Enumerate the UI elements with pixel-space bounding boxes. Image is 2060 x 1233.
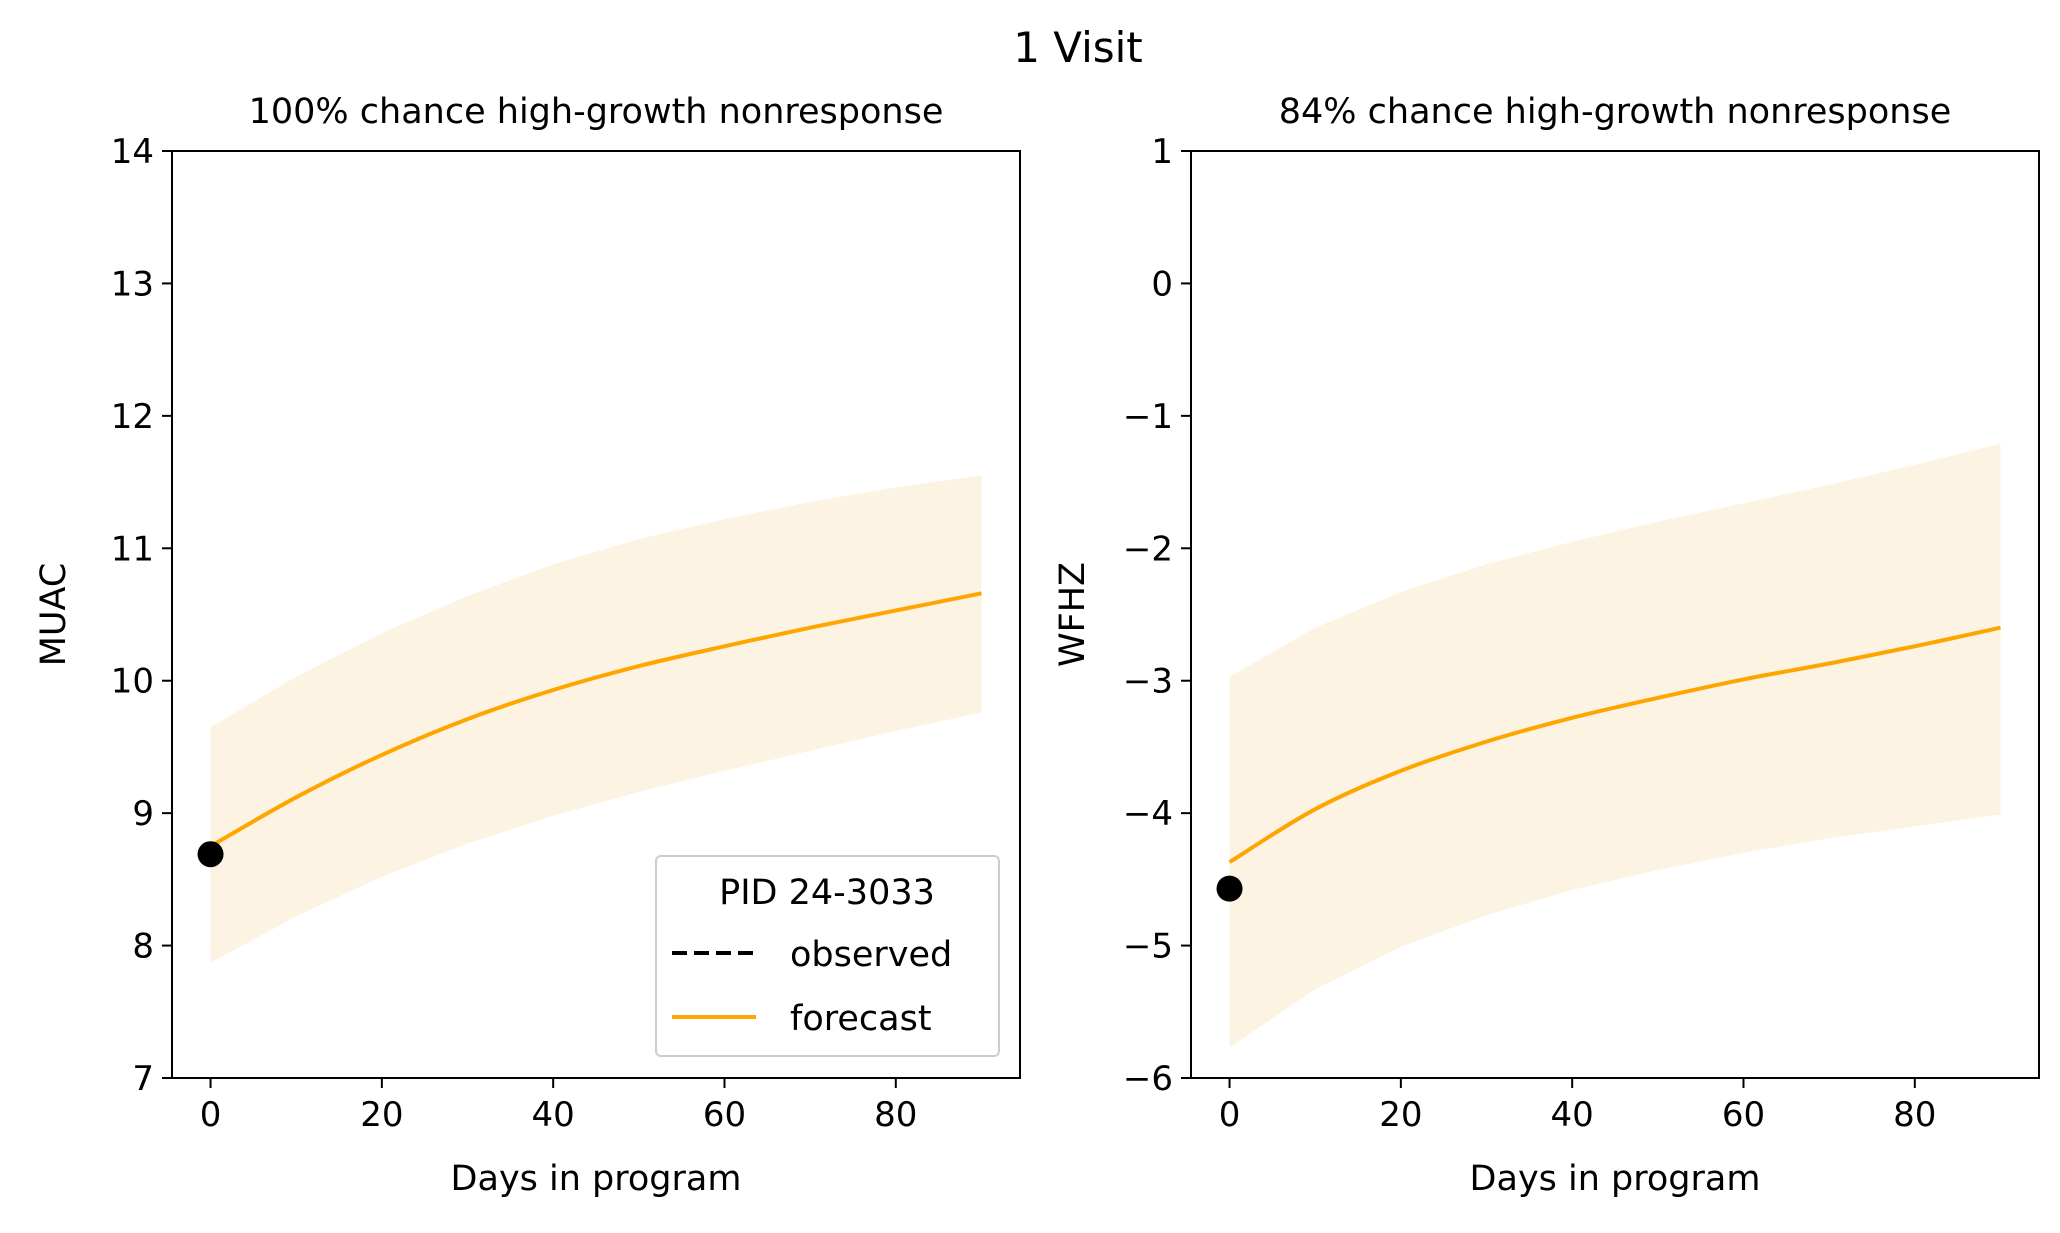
x-tick-label: 20 (360, 1095, 403, 1135)
y-tick-label: 13 (111, 264, 154, 304)
observed-point (1216, 875, 1243, 902)
x-tick-label: 60 (1722, 1095, 1765, 1135)
y-tick-label: −2 (1123, 529, 1173, 569)
x-tick-label: 80 (1893, 1095, 1936, 1135)
figure-title: 1 Visit (1013, 23, 1143, 72)
y-tick-label: −3 (1123, 662, 1173, 702)
y-axis-label: WFHZ (1053, 562, 1093, 667)
y-tick-label: 9 (132, 794, 154, 834)
x-tick-label: 40 (1551, 1095, 1594, 1135)
legend-observed-label: observed (790, 935, 952, 975)
y-tick-label: 1 (1151, 132, 1173, 172)
x-tick-label: 0 (200, 1095, 222, 1135)
y-tick-label: −5 (1123, 927, 1173, 967)
panel-title: 84% chance high-growth nonresponse (1279, 92, 1951, 132)
axes-frame (171, 150, 1021, 1079)
uncertainty-band (1229, 443, 2001, 1048)
wfhz-panel: 0 20 40 60 80 −6 −5 −4 −3 −2 −1 0 1 84% chance high-g… (1053, 92, 2040, 1199)
y-tick-label: 0 (1151, 264, 1173, 304)
x-tick-label: 80 (874, 1095, 917, 1135)
y-tick-label: 10 (111, 662, 154, 702)
y-tick-label: −6 (1123, 1059, 1173, 1099)
muac-panel: 0 20 40 60 80 7 8 9 10 11 12 13 14 100% chance high-g… (34, 92, 1021, 1199)
legend-frame (655, 855, 1000, 1057)
axes-frame (1190, 150, 2040, 1079)
x-tick-label: 60 (703, 1095, 746, 1135)
forecast-line (1228, 625, 2001, 864)
y-tick-label: −4 (1123, 794, 1173, 834)
legend-forecast-label: forecast (790, 999, 932, 1039)
y-tick-label: −1 (1123, 397, 1173, 437)
legend: PID 24-3033 observed forecast (655, 855, 1000, 1057)
y-tick-label: 11 (111, 529, 154, 569)
legend-title: PID 24-3033 (719, 873, 935, 913)
x-tick-label: 40 (532, 1095, 575, 1135)
observed-point (197, 841, 224, 868)
x-tick-label: 0 (1219, 1095, 1241, 1135)
x-tick-label: 20 (1379, 1095, 1422, 1135)
forecast-line (209, 591, 982, 849)
y-tick-label: 12 (111, 397, 154, 437)
x-axis-label: Days in program (451, 1159, 742, 1199)
y-axis-label: MUAC (34, 563, 74, 667)
y-tick-label: 7 (132, 1059, 154, 1099)
y-tick-label: 14 (111, 132, 154, 172)
panel-title: 100% chance high-growth nonresponse (249, 92, 944, 132)
y-tick-label: 8 (132, 927, 154, 967)
x-axis-label: Days in program (1470, 1159, 1761, 1199)
uncertainty-band (210, 475, 982, 963)
